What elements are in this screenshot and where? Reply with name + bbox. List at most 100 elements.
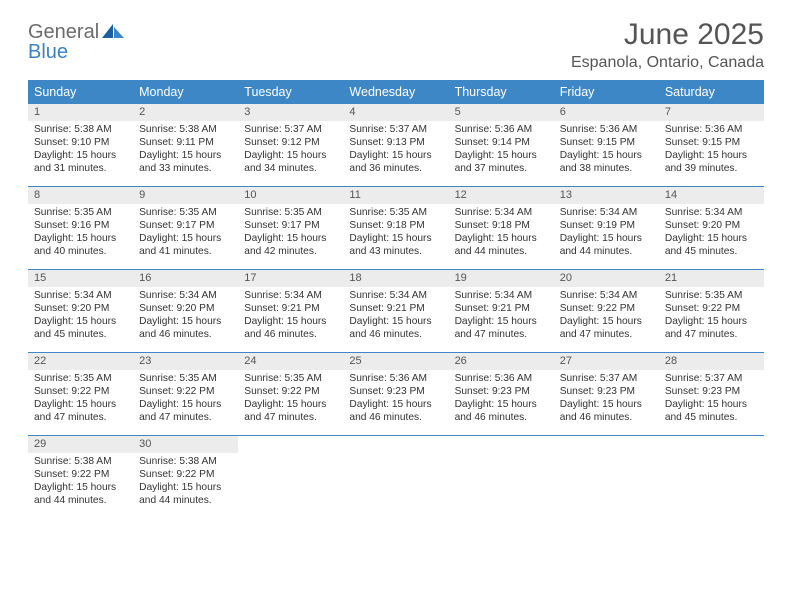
daylight-line: Daylight: 15 hours and 38 minutes. [560,149,653,175]
sunset-line: Sunset: 9:23 PM [665,385,758,398]
day-number: 30 [133,436,238,453]
day-cell: 1Sunrise: 5:38 AMSunset: 9:10 PMDaylight… [28,104,133,186]
sunrise-line: Sunrise: 5:34 AM [560,206,653,219]
day-body: Sunrise: 5:35 AMSunset: 9:17 PMDaylight:… [238,205,343,262]
day-cell: 5Sunrise: 5:36 AMSunset: 9:14 PMDaylight… [449,104,554,186]
day-number: 29 [28,436,133,453]
day-cell-empty [238,436,343,518]
day-body: Sunrise: 5:34 AMSunset: 9:22 PMDaylight:… [554,288,659,345]
day-number: 14 [659,187,764,204]
day-number: 11 [343,187,448,204]
day-cell: 25Sunrise: 5:36 AMSunset: 9:23 PMDayligh… [343,353,448,435]
day-number: 9 [133,187,238,204]
sunrise-line: Sunrise: 5:34 AM [244,289,337,302]
day-cell: 11Sunrise: 5:35 AMSunset: 9:18 PMDayligh… [343,187,448,269]
sunrise-line: Sunrise: 5:36 AM [349,372,442,385]
sunrise-line: Sunrise: 5:35 AM [139,372,232,385]
day-body: Sunrise: 5:35 AMSunset: 9:22 PMDaylight:… [133,371,238,428]
sunset-line: Sunset: 9:22 PM [665,302,758,315]
sunrise-line: Sunrise: 5:35 AM [34,206,127,219]
sunrise-line: Sunrise: 5:34 AM [560,289,653,302]
day-cell: 10Sunrise: 5:35 AMSunset: 9:17 PMDayligh… [238,187,343,269]
sunrise-line: Sunrise: 5:38 AM [139,123,232,136]
daylight-line: Daylight: 15 hours and 46 minutes. [139,315,232,341]
day-cell: 7Sunrise: 5:36 AMSunset: 9:15 PMDaylight… [659,104,764,186]
sunrise-line: Sunrise: 5:34 AM [349,289,442,302]
daylight-line: Daylight: 15 hours and 33 minutes. [139,149,232,175]
daylight-line: Daylight: 15 hours and 47 minutes. [665,315,758,341]
day-of-week-cell: Monday [133,83,238,101]
day-body: Sunrise: 5:37 AMSunset: 9:23 PMDaylight:… [659,371,764,428]
sunset-line: Sunset: 9:14 PM [455,136,548,149]
day-number: 8 [28,187,133,204]
daylight-line: Daylight: 15 hours and 40 minutes. [34,232,127,258]
day-number: 19 [449,270,554,287]
sunset-line: Sunset: 9:11 PM [139,136,232,149]
sunset-line: Sunset: 9:15 PM [560,136,653,149]
day-cell: 30 Sunrise: 5:38 AMSunset: 9:22 PMDayligh… [133,436,238,518]
day-cell-empty [343,436,448,518]
week-row: 15Sunrise: 5:34 AMSunset: 9:20 PMDayligh… [28,270,764,353]
day-number: 1 [28,104,133,121]
day-body: Sunrise: 5:34 AMSunset: 9:18 PMDaylight:… [449,205,554,262]
sunset-line: Sunset: 9:22 PM [139,468,232,481]
sunrise-line: Sunrise: 5:37 AM [349,123,442,136]
daylight-line: Daylight: 15 hours and 44 minutes. [560,232,653,258]
sunset-line: Sunset: 9:20 PM [665,219,758,232]
sunset-line: Sunset: 9:17 PM [139,219,232,232]
daylight-line: Daylight: 15 hours and 47 minutes. [34,398,127,424]
day-cell: 13Sunrise: 5:34 AMSunset: 9:19 PMDayligh… [554,187,659,269]
week-row: 8Sunrise: 5:35 AMSunset: 9:16 PMDaylight… [28,187,764,270]
daylight-line: Daylight: 15 hours and 37 minutes. [455,149,548,175]
day-cell: 28Sunrise: 5:37 AMSunset: 9:23 PMDayligh… [659,353,764,435]
day-of-week-cell: Sunday [28,83,133,101]
day-number: 20 [554,270,659,287]
daylight-line: Daylight: 15 hours and 36 minutes. [349,149,442,175]
sunset-line: Sunset: 9:21 PM [244,302,337,315]
sunrise-line: Sunrise: 5:36 AM [560,123,653,136]
sunset-line: Sunset: 9:22 PM [34,468,127,481]
day-cell: 19Sunrise: 5:34 AMSunset: 9:21 PMDayligh… [449,270,554,352]
sunset-line: Sunset: 9:23 PM [455,385,548,398]
logo-text: General Blue [28,22,124,62]
day-body: Sunrise: 5:34 AMSunset: 9:21 PMDaylight:… [343,288,448,345]
day-cell: 29Sunrise: 5:38 AMSunset: 9:22 PMDayligh… [28,436,133,518]
sunset-line: Sunset: 9:10 PM [34,136,127,149]
day-body: Sunrise: 5:34 AMSunset: 9:20 PMDaylight:… [28,288,133,345]
day-cell: 4Sunrise: 5:37 AMSunset: 9:13 PMDaylight… [343,104,448,186]
sunset-line: Sunset: 9:12 PM [244,136,337,149]
day-number: 26 [449,353,554,370]
day-number: 4 [343,104,448,121]
day-body: Sunrise: 5:36 AMSunset: 9:23 PMDaylight:… [343,371,448,428]
sunrise-line: Sunrise: 5:36 AM [455,372,548,385]
day-body: Sunrise: 5:34 AMSunset: 9:21 PMDaylight:… [238,288,343,345]
daylight-line: Daylight: 15 hours and 45 minutes. [665,398,758,424]
daylight-line: Daylight: 15 hours and 44 minutes. [34,481,127,507]
sunrise-line: Sunrise: 5:38 AM [34,123,127,136]
daylight-line: Daylight: 15 hours and 44 minutes. [139,481,232,507]
day-body: Sunrise: 5:38 AMSunset: 9:10 PMDaylight:… [28,122,133,179]
sunrise-line: Sunrise: 5:38 AM [139,455,232,468]
sunset-line: Sunset: 9:15 PM [665,136,758,149]
day-number: 27 [554,353,659,370]
logo-word1: General [28,21,99,43]
daylight-line: Daylight: 15 hours and 34 minutes. [244,149,337,175]
day-cell: 15Sunrise: 5:34 AMSunset: 9:20 PMDayligh… [28,270,133,352]
weeks-container: 1Sunrise: 5:38 AMSunset: 9:10 PMDaylight… [28,104,764,518]
daylight-line: Daylight: 15 hours and 43 minutes. [349,232,442,258]
day-of-week-cell: Wednesday [343,83,448,101]
location-label: Espanola, Ontario, Canada [571,54,764,72]
week-row: 1Sunrise: 5:38 AMSunset: 9:10 PMDaylight… [28,104,764,187]
day-cell: 12Sunrise: 5:34 AMSunset: 9:18 PMDayligh… [449,187,554,269]
day-body: Sunrise: 5:36 AMSunset: 9:15 PMDaylight:… [554,122,659,179]
day-cell: 3Sunrise: 5:37 AMSunset: 9:12 PMDaylight… [238,104,343,186]
sunset-line: Sunset: 9:22 PM [34,385,127,398]
day-body: Sunrise: 5:36 AMSunset: 9:15 PMDaylight:… [659,122,764,179]
daylight-line: Daylight: 15 hours and 46 minutes. [349,315,442,341]
day-body: Sunrise: 5:36 AMSunset: 9:14 PMDaylight:… [449,122,554,179]
day-number: 17 [238,270,343,287]
sunset-line: Sunset: 9:22 PM [244,385,337,398]
day-cell: 2Sunrise: 5:38 AMSunset: 9:11 PMDaylight… [133,104,238,186]
day-body: Sunrise: 5:34 AMSunset: 9:20 PMDaylight:… [133,288,238,345]
day-cell: 23Sunrise: 5:35 AMSunset: 9:22 PMDayligh… [133,353,238,435]
